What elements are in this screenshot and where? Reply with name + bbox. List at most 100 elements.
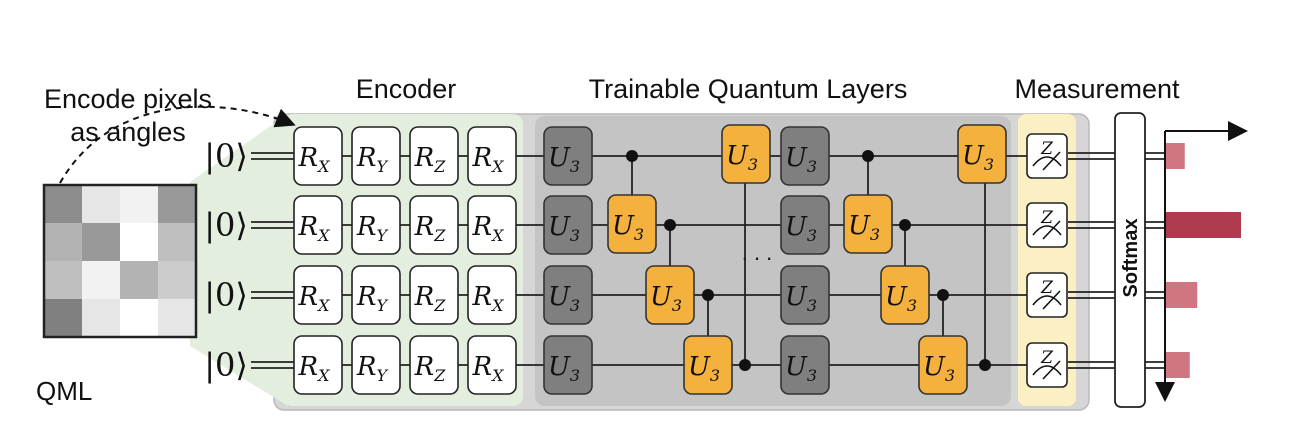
control-dot (626, 150, 638, 162)
encode-arrow (59, 105, 296, 184)
layers-ellipsis: . . . (742, 240, 773, 265)
trainable-layers-panel (535, 116, 1011, 406)
rotation-gate: RX (467, 195, 517, 255)
z-measurement-meter: Z (1026, 272, 1068, 318)
softmax-box (1114, 112, 1146, 408)
rotation-gate: RZ (409, 335, 459, 395)
pixel-grid-image (42, 183, 198, 339)
u3-gate-fixed: U3 (543, 195, 593, 255)
qubit-state-label: |0⟩ (204, 137, 248, 175)
u3-gate-fixed: U3 (543, 126, 593, 186)
u3-gate-trainable: U3 (843, 194, 893, 254)
measurement-panel (1018, 114, 1076, 406)
u3-gate-trainable: U3 (607, 194, 657, 254)
pixel-cell (44, 299, 82, 337)
u3-gate-fixed: U3 (543, 265, 593, 325)
u3-gate-trainable: U3 (721, 124, 771, 184)
trainable-layers-title: Trainable Quantum Layers (589, 74, 908, 104)
pixel-cell (82, 261, 120, 299)
output-probability-bar (1166, 143, 1185, 169)
pixel-cell (44, 185, 82, 223)
u3-gate-fixed: U3 (780, 195, 830, 255)
output-probability-bar (1166, 282, 1198, 308)
pixel-cell (82, 223, 120, 261)
z-measurement-meter: Z (1026, 133, 1068, 179)
svg-text:Z: Z (1040, 139, 1054, 159)
pixel-cell (82, 299, 120, 337)
pixel-cell (120, 223, 158, 261)
pixel-cell (44, 261, 82, 299)
encode-label-line1: Encode pixels (44, 84, 212, 114)
pixel-cell (158, 299, 196, 337)
svg-text:Z: Z (1040, 278, 1054, 298)
svg-text:Z: Z (1040, 348, 1054, 368)
pixel-cell (82, 185, 120, 223)
rotation-gate: RX (293, 265, 343, 325)
u3-gate-trainable: U3 (918, 335, 968, 395)
rotation-gate: RZ (409, 265, 459, 325)
encoder-title: Encoder (356, 74, 457, 104)
z-measurement-meter: Z (1026, 342, 1068, 388)
u3-gate-fixed: U3 (780, 265, 830, 325)
encoder-panel (283, 114, 523, 406)
rotation-gate: RY (351, 335, 401, 395)
control-dot (664, 219, 676, 231)
pixel-cell (120, 185, 158, 223)
encode-funnel (190, 114, 288, 406)
svg-text:RY: RY (356, 282, 389, 315)
qubit-state-label: |0⟩ (204, 346, 248, 384)
rotation-gate: RX (467, 126, 517, 186)
pixel-cell (158, 223, 196, 261)
control-dot (702, 289, 714, 301)
z-measurement-meter: Z (1026, 202, 1068, 248)
control-dot (979, 359, 991, 371)
rotation-gate: RX (467, 265, 517, 325)
qml-label: QML (36, 376, 92, 406)
measurement-title: Measurement (1014, 74, 1180, 104)
pixel-cell (158, 261, 196, 299)
u3-gate-trainable: U3 (880, 265, 930, 325)
u3-gate-fixed: U3 (780, 335, 830, 395)
svg-text:Z: Z (1040, 208, 1054, 228)
pixel-cell (120, 261, 158, 299)
svg-text:RZ: RZ (414, 143, 447, 176)
qubit-state-label: |0⟩ (204, 206, 248, 244)
svg-text:RX: RX (472, 352, 505, 385)
u3-gate-trainable: U3 (683, 335, 733, 395)
rotation-gate: RX (293, 126, 343, 186)
u3-gate-trainable: U3 (957, 124, 1007, 184)
rotation-gate: RX (293, 335, 343, 395)
u3-gate-fixed: U3 (543, 335, 593, 395)
u3-gate-fixed: U3 (780, 126, 830, 186)
svg-text:U3: U3 (548, 352, 580, 385)
control-dot (862, 150, 874, 162)
rotation-gate: RY (351, 265, 401, 325)
control-dot (899, 219, 911, 231)
rotation-gate: RY (351, 195, 401, 255)
output-probability-bar (1166, 212, 1241, 238)
svg-text:RZ: RZ (414, 352, 447, 385)
rotation-gate: RZ (409, 126, 459, 186)
pixel-cell (158, 185, 196, 223)
control-dot (937, 289, 949, 301)
rotation-gate: RX (293, 195, 343, 255)
svg-text:RZ: RZ (414, 212, 447, 245)
control-dot (739, 359, 751, 371)
pixel-grid-border (42, 183, 198, 339)
softmax-label: Softmax (1120, 219, 1142, 298)
u3-gate-trainable: U3 (645, 265, 695, 325)
qubit-state-label: |0⟩ (204, 276, 248, 314)
rotation-gate: RX (467, 335, 517, 395)
output-probability-bar (1166, 352, 1190, 378)
svg-text:U3: U3 (962, 141, 994, 174)
output-bars (1166, 143, 1241, 378)
pixel-cell (44, 223, 82, 261)
pixel-cell (120, 299, 158, 337)
svg-text:RZ: RZ (414, 282, 447, 315)
rotation-gate: RZ (409, 195, 459, 255)
control-connectors (626, 150, 991, 371)
svg-text:U3: U3 (785, 352, 817, 385)
rotation-gate: RY (351, 126, 401, 186)
